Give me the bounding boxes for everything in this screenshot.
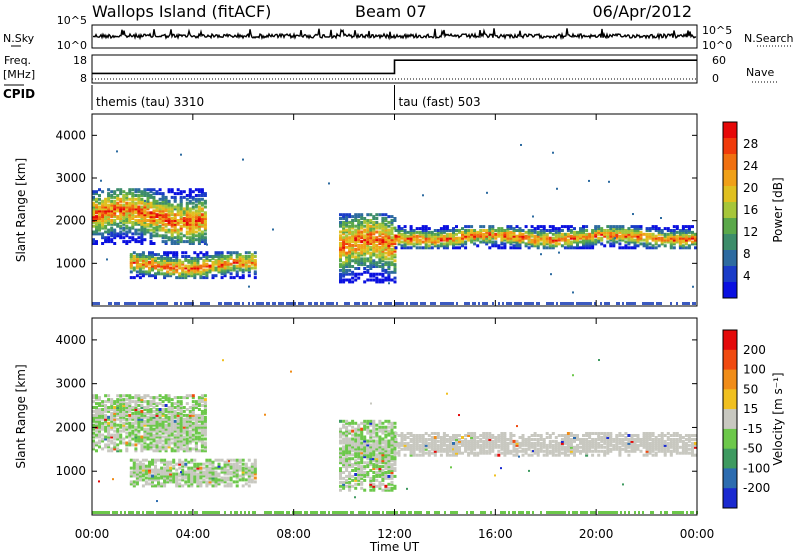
power-panel-echoes — [92, 143, 697, 305]
power-colorbar-frame — [722, 121, 738, 299]
velocity-colorbar-tick-1: 100 — [743, 363, 766, 377]
power-ylabel: Slant Range [km] — [14, 158, 28, 262]
xtick-label-4: 16:00 — [478, 527, 513, 541]
velocity-panel-echoes — [92, 359, 698, 514]
power-colorbar-swatch-1 — [723, 138, 737, 155]
velocity-colorbar-swatch-0 — [723, 330, 737, 351]
station-title: Wallops Island (fitACF) — [92, 2, 271, 21]
velocity-colorbar-label: Velocity [m s⁻¹] — [771, 372, 785, 465]
power-colorbar-swatch-0 — [723, 122, 737, 139]
velocity-colorbar-swatch-2 — [723, 369, 737, 390]
date-title: 06/Apr/2012 — [592, 2, 692, 21]
power-colorbar-tick-6: 4 — [743, 269, 751, 283]
velocity-colorbar-tick-0: 200 — [743, 343, 766, 357]
velocity-colorbar-tick-5: -50 — [743, 442, 763, 456]
velocity-colorbar-swatch-4 — [723, 409, 737, 430]
noise-tick-right-top: 10^5 — [702, 24, 732, 37]
freq-tick-bottom: 8 — [80, 72, 87, 85]
noise-tick-right-bottom: 10^0 — [702, 39, 732, 52]
nsearch-label: N.Search — [744, 32, 794, 45]
beam-title: Beam 07 — [355, 2, 427, 21]
nave-label: Nave — [746, 66, 774, 79]
power-colorbar-tick-3: 16 — [743, 203, 758, 217]
nsky-label: N.Sky — [3, 32, 35, 45]
velocity-colorbar-tick-6: -100 — [743, 461, 770, 475]
nsky-series — [92, 28, 697, 41]
power-colorbar-tick-5: 8 — [743, 247, 751, 261]
power-colorbar-swatch-4 — [723, 186, 737, 203]
noise-tick-left-top: 10^5 — [57, 14, 87, 27]
velocity-colorbar-frame — [722, 329, 738, 509]
freq-label: Freq. — [4, 54, 31, 67]
power-colorbar-swatch-6 — [723, 218, 737, 235]
power-colorbar-tick-1: 24 — [743, 159, 758, 173]
xtick-label-1: 04:00 — [176, 527, 211, 541]
velocity-ytick-label-3: 4000 — [55, 333, 86, 347]
nave-tick-bottom: 0 — [712, 72, 719, 85]
freq-tick-top: 18 — [73, 54, 87, 67]
freq-series — [92, 59, 697, 75]
power-colorbar-swatch-10 — [723, 282, 737, 299]
velocity-colorbar-tick-4: -15 — [743, 422, 763, 436]
velocity-ytick-label-0: 1000 — [55, 464, 86, 478]
velocity-colorbar-swatch-5 — [723, 428, 737, 450]
power-colorbar-label: Power [dB] — [771, 177, 785, 242]
power-colorbar-swatch-2 — [723, 154, 737, 171]
power-ytick-label-2: 3000 — [55, 171, 86, 185]
power-colorbar-swatch-3 — [723, 170, 737, 187]
power-colorbar-tick-4: 12 — [743, 225, 758, 239]
xlabel: Time UT — [369, 540, 420, 554]
power-colorbar-tick-2: 20 — [743, 181, 758, 195]
freq-panel-frame — [91, 54, 698, 84]
xtick-label-0: 00:00 — [75, 527, 110, 541]
velocity-colorbar-tick-3: 15 — [743, 402, 758, 416]
velocity-ytick-label-1: 2000 — [55, 420, 86, 434]
noise-tick-left-bottom: 10^0 — [57, 39, 87, 52]
velocity-colorbar-tick-7: -200 — [743, 481, 770, 495]
power-colorbar-tick-0: 28 — [743, 137, 758, 151]
velocity-colorbar-swatch-3 — [723, 389, 737, 410]
power-colorbar-swatch-7 — [723, 234, 737, 251]
velocity-colorbar-swatch-6 — [723, 448, 737, 469]
cpid-mode-1: tau (fast) 503 — [399, 95, 481, 109]
velocity-colorbar-swatch-8 — [723, 488, 737, 509]
xtick-label-3: 12:00 — [377, 527, 412, 541]
cpid-mode-0: themis (tau) 3310 — [96, 95, 204, 109]
nave-tick-top: 60 — [712, 54, 726, 67]
power-ytick-label-1: 2000 — [55, 214, 86, 228]
noise-panel-frame — [91, 24, 698, 49]
power-ytick-label-0: 1000 — [55, 256, 86, 270]
xtick-label-5: 20:00 — [579, 527, 614, 541]
freq-unit: [MHz] — [3, 68, 35, 81]
velocity-colorbar-swatch-7 — [723, 468, 737, 489]
power-colorbar-swatch-9 — [723, 266, 737, 283]
velocity-ylabel: Slant Range [km] — [14, 364, 28, 468]
power-colorbar-swatch-8 — [723, 250, 737, 267]
velocity-colorbar-swatch-1 — [723, 349, 737, 371]
velocity-ytick-label-2: 3000 — [55, 377, 86, 391]
power-ytick-label-3: 4000 — [55, 128, 86, 142]
velocity-colorbar-tick-2: 50 — [743, 382, 758, 396]
cpid-label: CPID — [3, 87, 35, 101]
xtick-label-6: 00:00 — [680, 527, 715, 541]
xtick-label-2: 08:00 — [276, 527, 311, 541]
power-colorbar-swatch-5 — [723, 202, 737, 219]
